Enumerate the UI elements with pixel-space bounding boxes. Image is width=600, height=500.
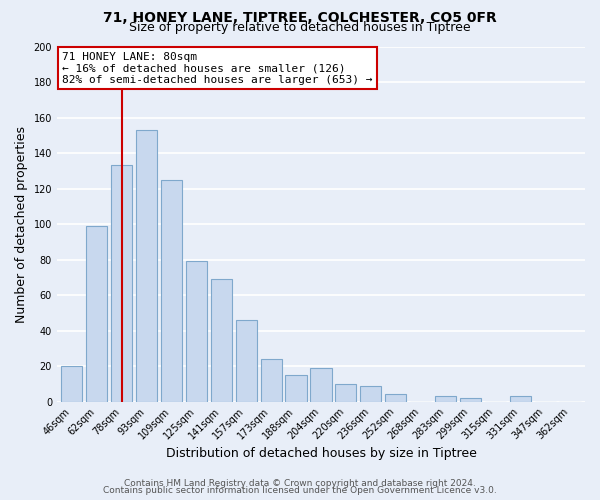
Bar <box>286 375 307 402</box>
Bar <box>460 398 481 402</box>
Bar <box>260 359 282 402</box>
Text: 71 HONEY LANE: 80sqm
← 16% of detached houses are smaller (126)
82% of semi-deta: 71 HONEY LANE: 80sqm ← 16% of detached h… <box>62 52 373 85</box>
Bar <box>385 394 406 402</box>
Bar <box>310 368 332 402</box>
X-axis label: Distribution of detached houses by size in Tiptree: Distribution of detached houses by size … <box>166 447 476 460</box>
Y-axis label: Number of detached properties: Number of detached properties <box>15 126 28 322</box>
Bar <box>111 166 132 402</box>
Text: 71, HONEY LANE, TIPTREE, COLCHESTER, CO5 0FR: 71, HONEY LANE, TIPTREE, COLCHESTER, CO5… <box>103 11 497 25</box>
Bar <box>509 396 531 402</box>
Text: Size of property relative to detached houses in Tiptree: Size of property relative to detached ho… <box>129 22 471 35</box>
Bar <box>435 396 456 402</box>
Bar <box>236 320 257 402</box>
Bar <box>86 226 107 402</box>
Bar <box>335 384 356 402</box>
Text: Contains HM Land Registry data © Crown copyright and database right 2024.: Contains HM Land Registry data © Crown c… <box>124 478 476 488</box>
Bar <box>186 262 207 402</box>
Text: Contains public sector information licensed under the Open Government Licence v3: Contains public sector information licen… <box>103 486 497 495</box>
Bar <box>360 386 382 402</box>
Bar <box>161 180 182 402</box>
Bar <box>61 366 82 402</box>
Bar <box>136 130 157 402</box>
Bar <box>211 279 232 402</box>
